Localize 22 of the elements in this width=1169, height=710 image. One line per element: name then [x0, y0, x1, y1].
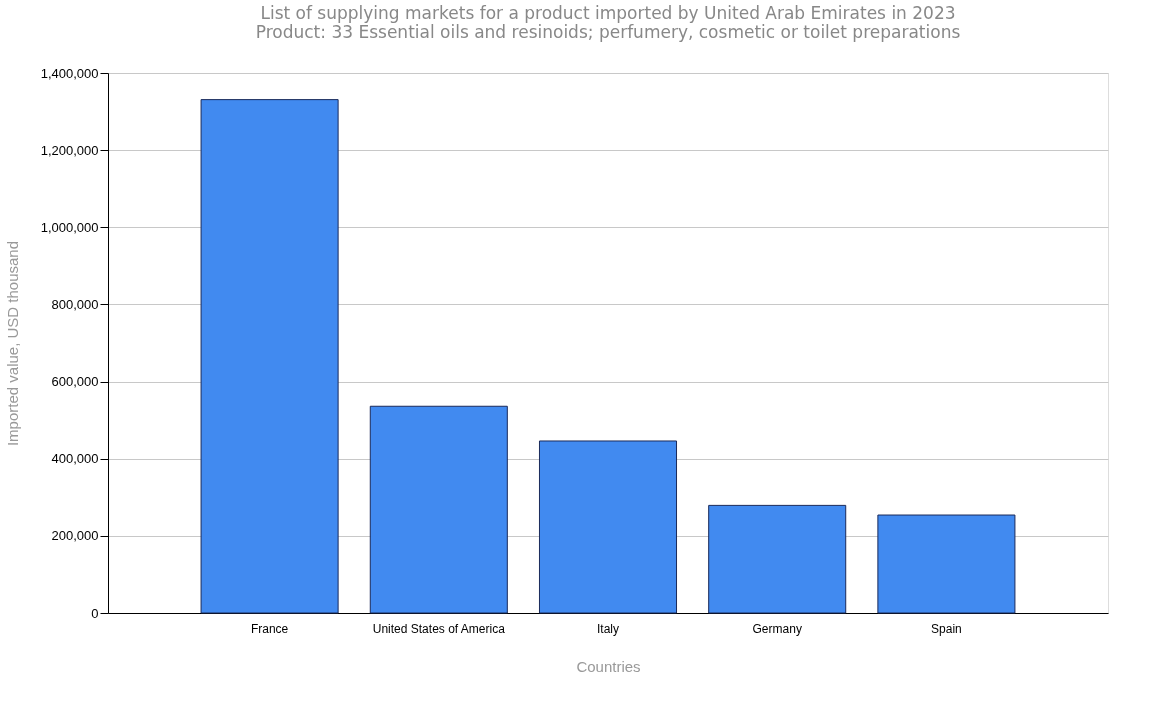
- y-tick-label: 1,000,000: [40, 219, 99, 235]
- x-tick-label: France: [250, 621, 289, 636]
- y-tick-label: 0: [91, 605, 99, 621]
- bar: [200, 99, 339, 614]
- y-tick-label: 1,200,000: [40, 142, 99, 158]
- x-tick-label: Germany: [752, 621, 802, 636]
- x-tick-label: United States of America: [372, 621, 506, 636]
- bar: [708, 504, 847, 614]
- y-axis-title: Imported value, USD thousand: [3, 240, 21, 447]
- x-axis-title: Countries: [576, 657, 641, 675]
- y-tick-label: 800,000: [51, 296, 99, 312]
- x-tick-label: Spain: [931, 621, 962, 636]
- bar: [877, 514, 1016, 614]
- bar: [538, 440, 678, 614]
- bar: [369, 405, 508, 614]
- y-tick-label: 400,000: [51, 451, 99, 467]
- chart-title: List of supplying markets for a product imported by United Arab Emirates in 2023: [260, 3, 956, 23]
- chart-subtitle: Product: 33 Essential oils and resinoids; perfumery, cosmetic or toilet preparations: [255, 22, 961, 42]
- x-tick-label: Italy: [596, 621, 620, 636]
- y-tick-label: 200,000: [51, 528, 99, 544]
- y-tick-label: 1,400,000: [40, 65, 99, 81]
- y-tick-label: 600,000: [51, 374, 99, 390]
